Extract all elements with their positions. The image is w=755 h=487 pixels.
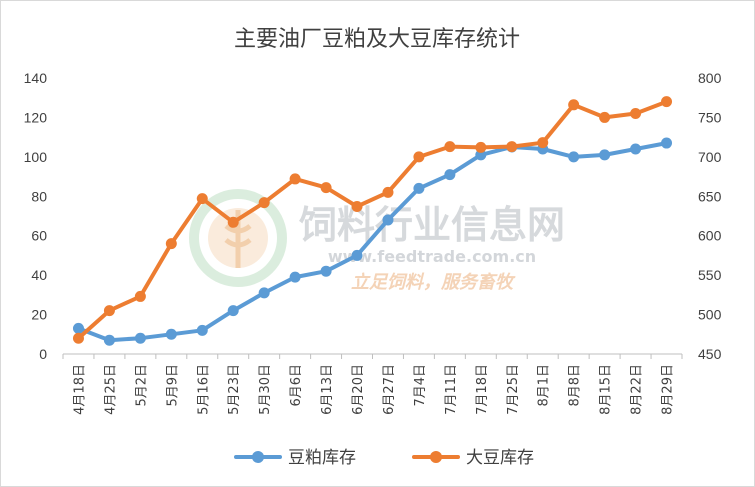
data-point	[258, 287, 270, 299]
data-point	[103, 334, 115, 346]
data-point	[351, 249, 363, 261]
data-point	[72, 322, 84, 334]
watermark-url: www.feedtrade.com.cn	[328, 247, 536, 266]
x-tick-label: 7月11日	[444, 364, 459, 415]
data-point	[506, 141, 518, 153]
data-point	[413, 182, 425, 194]
x-tick-label: 8月29日	[661, 364, 676, 415]
data-point	[568, 151, 580, 163]
data-point	[165, 238, 177, 250]
y-left-tick-label: 40	[31, 267, 47, 283]
data-point	[568, 99, 580, 111]
legend-item: 豆粕库存	[234, 448, 356, 468]
x-tick-label: 7月18日	[475, 364, 490, 415]
y-right-tick-label: 650	[698, 188, 722, 204]
y-right-tick-label: 450	[698, 346, 722, 362]
watermark-logo	[189, 189, 287, 287]
data-point	[258, 197, 270, 209]
data-point	[289, 173, 301, 185]
y-left-tick-label: 120	[24, 109, 48, 125]
chart-title: 主要油厂豆粕及大豆库存统计	[234, 27, 520, 52]
data-point	[475, 141, 487, 153]
x-tick-label: 5月16日	[196, 364, 211, 415]
x-tick-label: 6月13日	[320, 364, 335, 415]
y-right-tick-label: 500	[698, 307, 722, 323]
x-tick-label: 5月9日	[165, 364, 180, 407]
series-layer	[72, 96, 673, 346]
x-tick-label: 5月2日	[134, 364, 149, 407]
x-tick-label: 6月27日	[382, 364, 397, 415]
x-tick-label: 4月18日	[72, 364, 87, 415]
x-tick-label: 6月6日	[289, 364, 304, 407]
data-point	[165, 328, 177, 340]
y-right-tick-label: 800	[698, 70, 722, 86]
data-point	[289, 271, 301, 283]
data-point	[320, 265, 332, 277]
data-point	[661, 137, 673, 149]
y-right-tick-label: 750	[698, 109, 722, 125]
data-point	[537, 137, 549, 149]
series-soybean	[72, 96, 673, 344]
legend-label: 豆粕库存	[288, 448, 356, 468]
x-tick-label: 6月20日	[351, 364, 366, 415]
x-tick-label: 7月4日	[413, 364, 428, 407]
data-point	[227, 216, 239, 228]
data-point	[134, 290, 146, 302]
data-point	[351, 201, 363, 213]
y-left-tick-label: 100	[24, 149, 48, 165]
legend-marker	[252, 451, 264, 463]
x-tick-label: 8月1日	[537, 364, 552, 407]
data-point	[227, 305, 239, 317]
legend-marker	[430, 451, 442, 463]
data-point	[196, 324, 208, 336]
data-point	[103, 305, 115, 317]
data-point	[134, 332, 146, 344]
x-tick-label: 8月15日	[599, 364, 614, 415]
axes: 0 20 40 60 80 100 120 140 450 500 550 600 650 700 750 8…	[24, 70, 722, 415]
x-tick-label: 7月25日	[506, 364, 521, 415]
x-tick-label: 8月22日	[630, 364, 645, 415]
x-tick-label: 8月8日	[568, 364, 583, 407]
data-point	[413, 151, 425, 163]
watermark-slogan: 立足饲料，服务畜牧	[351, 272, 516, 293]
data-point	[382, 186, 394, 198]
series-line	[76, 99, 669, 341]
y-left-tick-label: 80	[31, 188, 47, 204]
data-point	[661, 96, 673, 108]
y-left-tick-label: 60	[31, 228, 47, 244]
x-tick-label: 4月25日	[103, 364, 118, 415]
legend-label: 大豆库存	[466, 448, 534, 468]
data-point	[599, 111, 611, 123]
data-point	[320, 182, 332, 194]
x-tick-label: 5月30日	[258, 364, 273, 415]
legend-item: 大豆库存	[412, 448, 534, 468]
data-point	[630, 143, 642, 155]
x-tick-label: 5月23日	[227, 364, 242, 415]
y-left-tick-label: 0	[39, 346, 47, 362]
y-right-tick-label: 550	[698, 267, 722, 283]
data-point	[630, 107, 642, 119]
legend: 豆粕库存 大豆库存	[234, 448, 534, 468]
y-right-tick-label: 600	[698, 228, 722, 244]
watermark-title: 饲料行业信息网	[299, 203, 565, 247]
data-point	[599, 149, 611, 161]
data-point	[196, 193, 208, 205]
data-point	[444, 169, 456, 181]
data-point	[382, 214, 394, 226]
y-left-tick-label: 20	[31, 307, 47, 323]
y-left-tick-label: 140	[24, 70, 48, 86]
y-right-tick-label: 700	[698, 149, 722, 165]
data-point	[72, 332, 84, 344]
data-point	[444, 141, 456, 153]
